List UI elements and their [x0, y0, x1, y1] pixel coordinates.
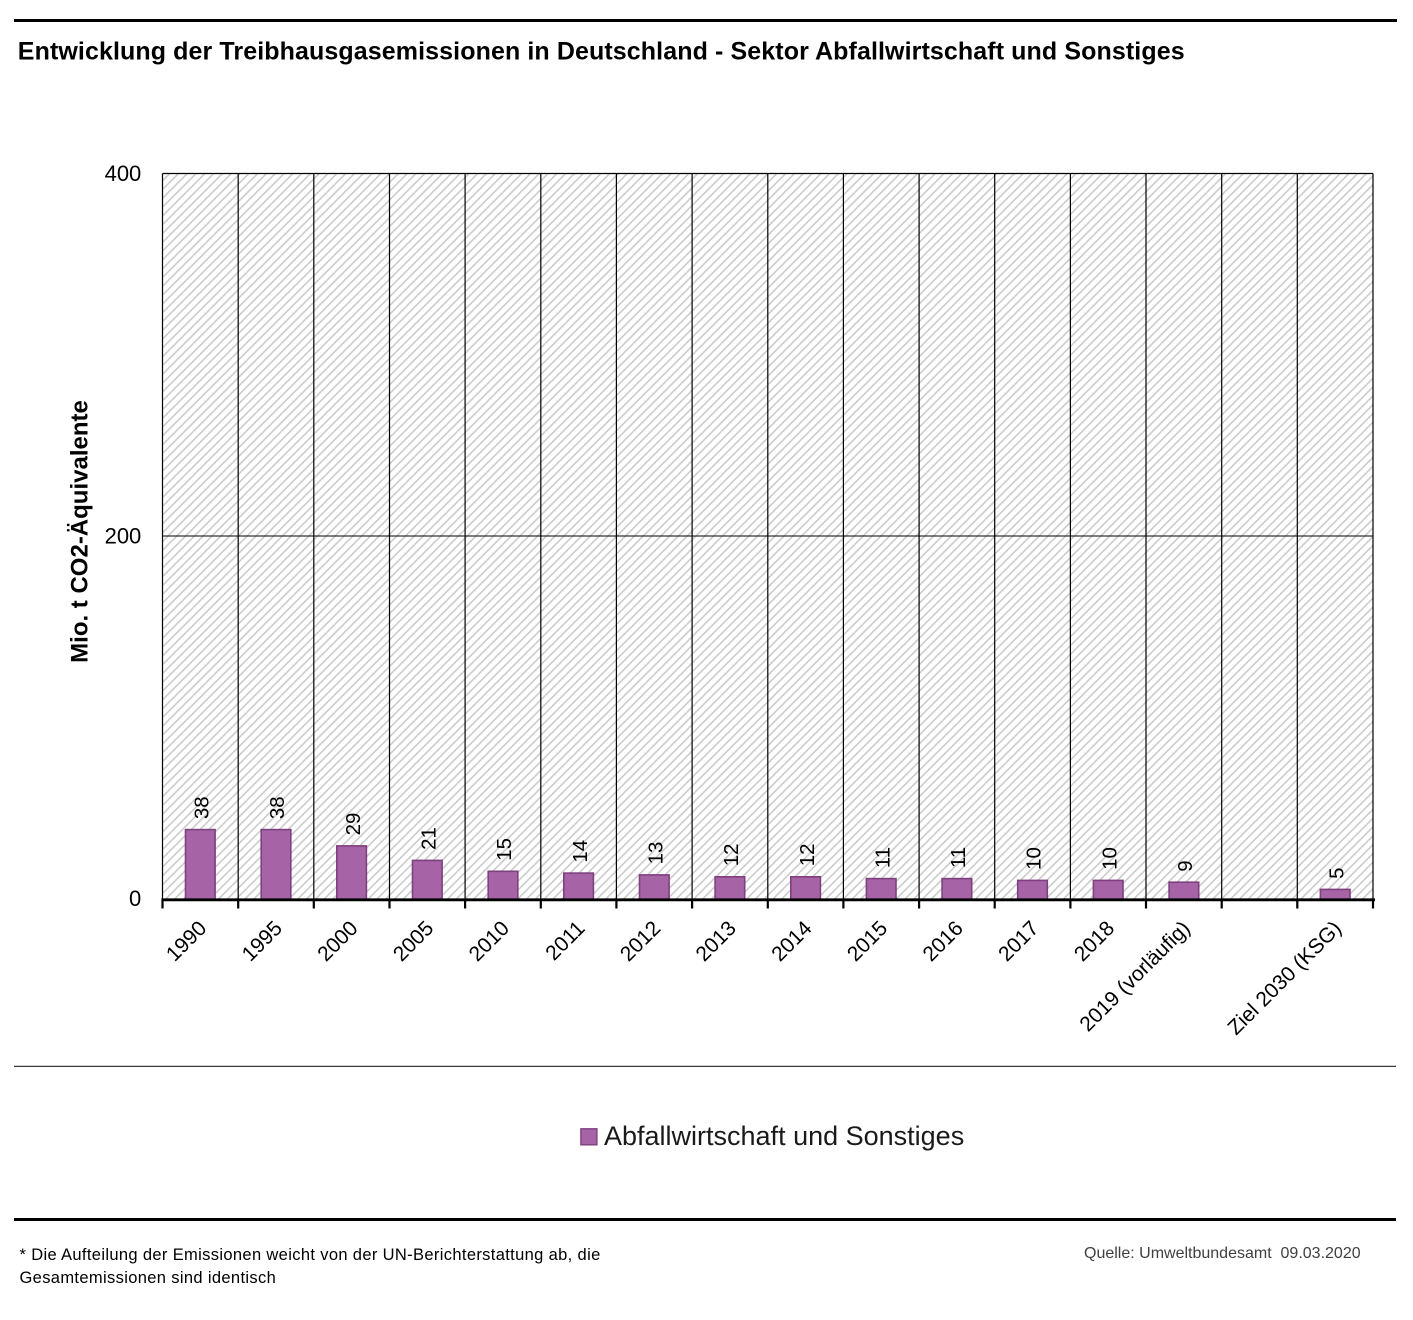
svg-text:21: 21 [418, 827, 441, 850]
svg-text:0: 0 [129, 886, 141, 911]
svg-text:200: 200 [105, 524, 142, 549]
svg-text:12: 12 [796, 843, 819, 866]
svg-text:Abfallwirtschaft und Sonstiges: Abfallwirtschaft und Sonstiges [604, 1121, 964, 1151]
svg-text:12: 12 [720, 843, 743, 866]
svg-text:Gesamtemissionen sind identisc: Gesamtemissionen sind identisch [20, 1269, 277, 1287]
svg-text:11: 11 [947, 847, 970, 868]
svg-text:15: 15 [493, 838, 516, 861]
svg-text:Entwicklung der Treibhausgasem: Entwicklung der Treibhausgasemissionen i… [18, 38, 1185, 66]
svg-text:Mio. t CO2-Äquivalente: Mio. t CO2-Äquivalente [66, 400, 93, 663]
svg-text:5: 5 [1325, 867, 1348, 878]
svg-text:10: 10 [1023, 847, 1046, 870]
svg-text:14: 14 [569, 840, 592, 863]
svg-text:* Die Aufteilung der Emissione: * Die Aufteilung der Emissionen weicht v… [20, 1246, 601, 1264]
svg-text:11: 11 [871, 847, 894, 868]
svg-text:Quelle: Umweltbundesamt 09.03: Quelle: Umweltbundesamt 09.03.2020 [1084, 1245, 1361, 1262]
svg-text:13: 13 [645, 842, 668, 865]
svg-text:38: 38 [266, 796, 289, 819]
svg-text:29: 29 [342, 813, 365, 836]
svg-text:38: 38 [191, 796, 214, 819]
svg-text:10: 10 [1098, 847, 1121, 870]
svg-text:9: 9 [1174, 860, 1197, 871]
svg-text:400: 400 [105, 161, 142, 186]
